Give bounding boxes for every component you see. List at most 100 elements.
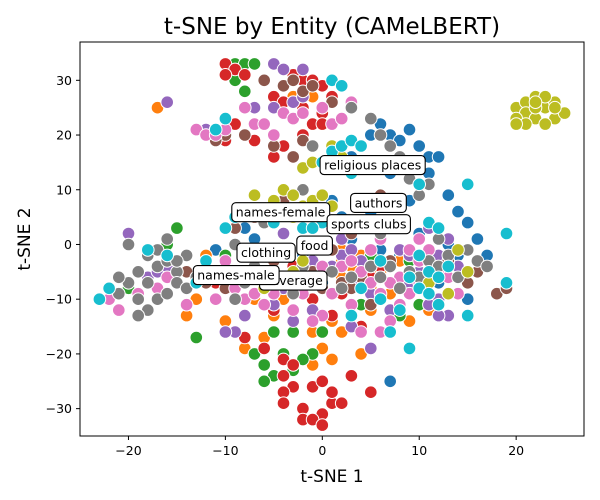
data-point [373, 270, 388, 285]
data-point [112, 303, 126, 317]
data-point [218, 325, 233, 339]
annotation-box [350, 192, 407, 213]
data-point [499, 226, 514, 241]
annotation-box [326, 214, 411, 235]
annotation-label: food [296, 235, 333, 256]
data-point [102, 281, 116, 296]
data-point [499, 276, 514, 290]
data-point [305, 221, 320, 235]
x-axis-ticks: −20 −10 0 10 20 [115, 436, 524, 458]
data-point [92, 292, 107, 307]
data-point [131, 265, 145, 279]
data-point [383, 325, 398, 339]
x-tick-label: 10 [411, 443, 427, 458]
data-point [373, 292, 388, 307]
data-point [208, 122, 223, 137]
data-point [170, 221, 184, 235]
data-point [315, 418, 330, 432]
data-point [412, 177, 427, 192]
data-point [131, 308, 145, 323]
data-point [364, 243, 378, 257]
annotation-box [192, 265, 280, 286]
data-point [460, 215, 475, 230]
data-point [276, 369, 291, 383]
data-point [257, 358, 272, 372]
data-point [160, 248, 174, 263]
data-point [141, 276, 155, 290]
annotation-label: religious places [319, 155, 426, 176]
data-point [383, 374, 398, 389]
data-point [286, 358, 301, 372]
data-point [286, 150, 301, 164]
data-point [160, 232, 174, 246]
data-point [364, 111, 378, 126]
data-point [315, 325, 330, 339]
data-point [373, 254, 388, 268]
annotation-label: names-female [231, 202, 331, 223]
data-point [257, 374, 272, 389]
annotation-box [296, 235, 333, 256]
data-point [218, 221, 233, 235]
data-point [344, 254, 359, 268]
x-tick-label: 20 [508, 443, 524, 458]
data-point [247, 57, 262, 71]
data-point [460, 265, 475, 279]
data-point [451, 204, 465, 219]
annotation-box [236, 242, 296, 263]
data-point [412, 232, 427, 246]
data-point [247, 188, 262, 202]
data-point [238, 308, 252, 323]
data-point [305, 139, 320, 153]
points-layer [92, 57, 572, 432]
annotation-text: authors [355, 195, 403, 210]
data-point [412, 139, 427, 153]
data-point [373, 128, 388, 142]
data-point [548, 100, 562, 115]
data-point [112, 270, 126, 285]
annotation-text: sports clubs [331, 217, 406, 232]
y-tick-label: 0 [64, 237, 72, 252]
data-point [344, 369, 359, 383]
annotation-box [231, 202, 331, 223]
data-point [412, 248, 427, 263]
data-point [334, 396, 349, 411]
data-point [334, 79, 349, 93]
annotation-text: religious places [324, 158, 421, 173]
data-point [431, 270, 446, 285]
data-point [296, 254, 310, 268]
data-point [325, 385, 339, 400]
data-point [315, 100, 330, 115]
x-axis-title: t-SNE 1 [300, 467, 363, 487]
annotation-label: names-male [192, 265, 280, 286]
x-tick-label: −10 [212, 443, 238, 458]
data-point [160, 95, 174, 109]
data-point [402, 341, 417, 356]
data-point [422, 286, 436, 301]
data-point [451, 243, 465, 257]
data-point [441, 188, 456, 202]
data-point [141, 243, 155, 257]
data-point [431, 150, 446, 164]
data-point [354, 139, 368, 153]
data-point [402, 270, 417, 285]
data-point [257, 117, 272, 131]
data-point [315, 374, 330, 389]
data-point [228, 292, 242, 307]
data-point [528, 95, 543, 109]
data-point [334, 111, 349, 126]
data-point [296, 106, 310, 120]
data-point [460, 308, 475, 323]
chart-title: t-SNE by Entity (CAMeLBERT) [164, 14, 500, 40]
data-point [257, 341, 272, 356]
data-point [460, 177, 475, 192]
data-point [334, 281, 349, 296]
data-point [286, 303, 301, 317]
data-point [509, 117, 524, 131]
y-tick-label: −10 [46, 292, 72, 307]
annotation-text: names-male [197, 268, 275, 283]
data-point [305, 79, 320, 93]
annotation-box [319, 155, 426, 176]
y-tick-label: 20 [56, 128, 72, 143]
y-axis-ticks: −30 −20 −10 0 10 20 30 [46, 73, 80, 416]
